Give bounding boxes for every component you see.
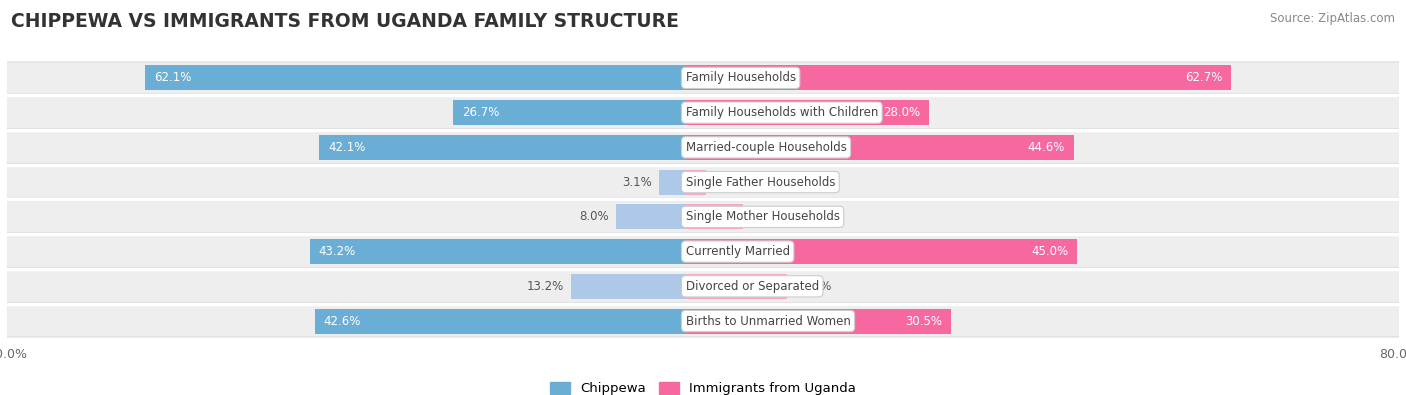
Text: 43.2%: 43.2% [319, 245, 356, 258]
FancyBboxPatch shape [7, 62, 1399, 94]
Text: Divorced or Separated: Divorced or Separated [686, 280, 818, 293]
Text: 62.1%: 62.1% [155, 71, 191, 85]
Text: Single Father Households: Single Father Households [686, 176, 835, 188]
Text: 44.6%: 44.6% [1028, 141, 1064, 154]
Text: Births to Unmarried Women: Births to Unmarried Women [686, 314, 851, 327]
Text: 42.6%: 42.6% [323, 314, 361, 327]
Text: 8.0%: 8.0% [579, 211, 609, 223]
FancyBboxPatch shape [7, 97, 1399, 129]
Text: 2.4%: 2.4% [713, 176, 744, 188]
Text: 42.1%: 42.1% [328, 141, 366, 154]
Bar [686, 66, 1232, 90]
Bar [686, 308, 950, 333]
FancyBboxPatch shape [7, 201, 1399, 233]
Text: 28.0%: 28.0% [883, 106, 921, 119]
Bar [686, 204, 742, 229]
FancyBboxPatch shape [7, 305, 1399, 337]
Text: 13.2%: 13.2% [527, 280, 564, 293]
Text: 30.5%: 30.5% [905, 314, 942, 327]
Text: Single Mother Households: Single Mother Households [686, 211, 839, 223]
Text: 26.7%: 26.7% [463, 106, 499, 119]
Bar [686, 239, 1077, 264]
FancyBboxPatch shape [7, 270, 1399, 302]
Text: 6.6%: 6.6% [749, 211, 780, 223]
Text: 11.7%: 11.7% [794, 280, 832, 293]
Text: Source: ZipAtlas.com: Source: ZipAtlas.com [1270, 12, 1395, 25]
Bar [686, 274, 787, 299]
Text: Married-couple Households: Married-couple Households [686, 141, 846, 154]
Bar [571, 274, 686, 299]
Bar [309, 239, 686, 264]
Text: 45.0%: 45.0% [1031, 245, 1069, 258]
FancyBboxPatch shape [7, 235, 1399, 267]
Text: CHIPPEWA VS IMMIGRANTS FROM UGANDA FAMILY STRUCTURE: CHIPPEWA VS IMMIGRANTS FROM UGANDA FAMIL… [11, 12, 679, 31]
Bar [315, 308, 686, 333]
Bar [453, 100, 686, 125]
Bar [686, 169, 706, 195]
Legend: Chippewa, Immigrants from Uganda: Chippewa, Immigrants from Uganda [544, 376, 862, 395]
Bar [686, 100, 929, 125]
Text: 3.1%: 3.1% [621, 176, 651, 188]
Text: 62.7%: 62.7% [1185, 71, 1222, 85]
FancyBboxPatch shape [7, 166, 1399, 198]
Text: Currently Married: Currently Married [686, 245, 790, 258]
Text: Family Households with Children: Family Households with Children [686, 106, 877, 119]
Bar [686, 135, 1074, 160]
FancyBboxPatch shape [7, 132, 1399, 164]
Bar [658, 169, 686, 195]
Bar [145, 66, 686, 90]
Bar [616, 204, 686, 229]
Bar [319, 135, 686, 160]
Text: Family Households: Family Households [686, 71, 796, 85]
